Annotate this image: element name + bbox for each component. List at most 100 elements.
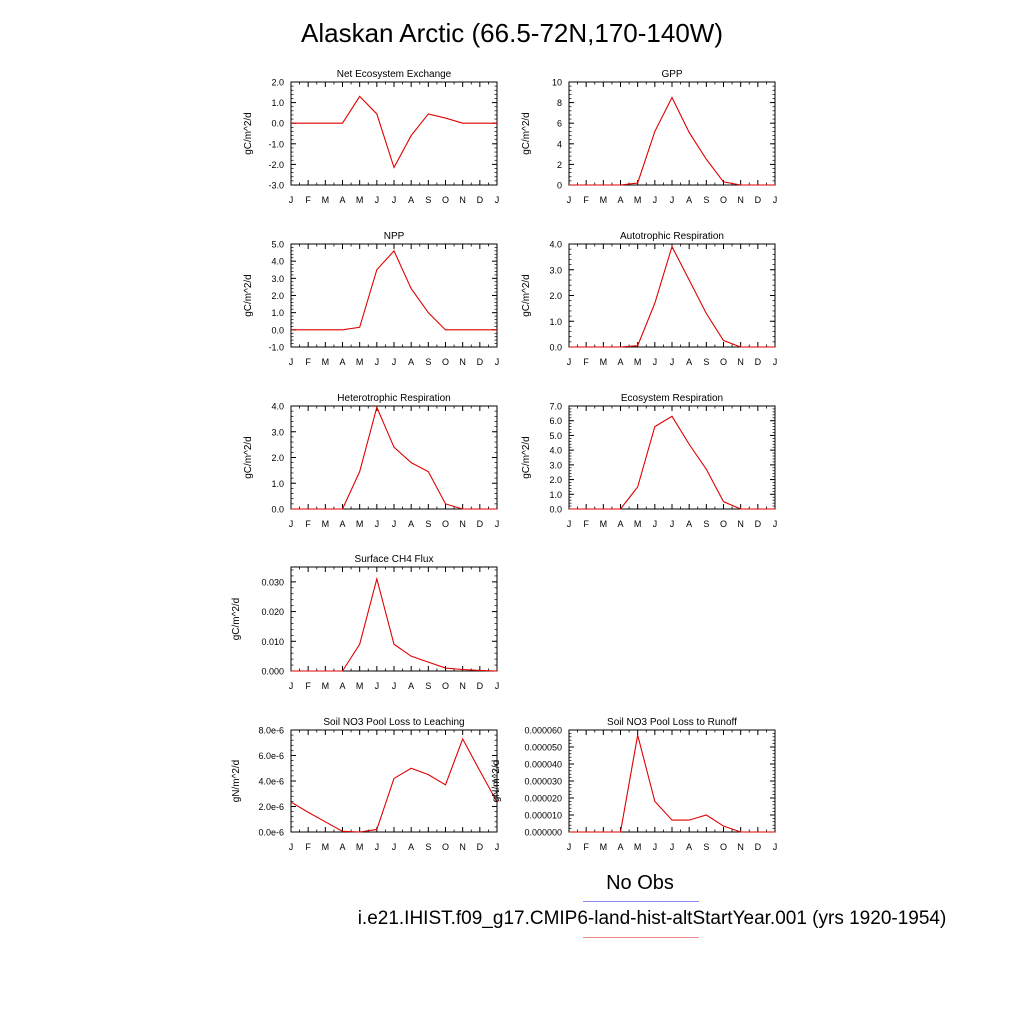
x-tick-label: F: [305, 681, 311, 691]
x-tick-label: J: [773, 357, 778, 367]
legend-obs-line: [583, 901, 699, 902]
x-tick-label: S: [703, 842, 709, 852]
y-tick-label: 0.0: [271, 119, 284, 129]
x-tick-label: N: [737, 195, 744, 205]
x-tick-label: J: [375, 519, 380, 529]
x-tick-label: D: [477, 195, 484, 205]
y-tick-label: 8: [557, 98, 562, 108]
x-tick-label: J: [392, 681, 397, 691]
panel-title: Heterotrophic Respiration: [337, 393, 450, 404]
y-axis-label: gC/m^2/d: [521, 112, 532, 155]
x-tick-label: J: [653, 357, 658, 367]
x-tick-label: O: [442, 357, 449, 367]
x-tick-label: M: [600, 357, 608, 367]
y-tick-label: 0.000050: [524, 743, 562, 753]
y-tick-label: -1.0: [268, 139, 284, 149]
series-line: [569, 245, 775, 348]
x-tick-label: A: [339, 357, 345, 367]
y-tick-label: 5.0: [271, 240, 284, 250]
x-tick-label: A: [686, 357, 692, 367]
x-tick-label: D: [755, 195, 762, 205]
y-tick-label: 4.0: [271, 257, 284, 267]
y-tick-label: 0.000040: [524, 760, 562, 770]
y-tick-label: 4.0: [271, 402, 284, 412]
panel-title: Autotrophic Respiration: [620, 231, 724, 242]
y-tick-label: 4.0: [549, 240, 562, 250]
y-tick-label: 6.0e-6: [258, 751, 284, 761]
x-tick-label: S: [703, 195, 709, 205]
x-tick-label: A: [408, 842, 414, 852]
panel-title: Net Ecosystem Exchange: [337, 69, 452, 80]
y-tick-label: -3.0: [268, 181, 284, 191]
panel-title: GPP: [661, 69, 682, 80]
x-tick-label: N: [459, 681, 466, 691]
x-tick-label: A: [686, 519, 692, 529]
y-tick-label: 0.000010: [524, 811, 562, 821]
x-tick-label: A: [617, 842, 623, 852]
x-tick-label: S: [425, 842, 431, 852]
y-tick-label: 8.0e-6: [258, 726, 284, 736]
plot-frame: [290, 405, 498, 510]
x-tick-label: O: [442, 681, 449, 691]
x-tick-label: J: [392, 357, 397, 367]
y-tick-label: 0: [557, 181, 562, 191]
y-tick-label: 1.0: [271, 479, 284, 489]
x-tick-label: M: [634, 195, 642, 205]
y-tick-label: 2.0: [549, 291, 562, 301]
x-tick-label: J: [670, 195, 675, 205]
x-tick-label: J: [375, 842, 380, 852]
x-tick-label: J: [773, 519, 778, 529]
x-tick-label: J: [567, 842, 572, 852]
y-axis-label: gC/m^2/d: [243, 436, 254, 479]
x-tick-label: A: [686, 842, 692, 852]
x-tick-label: M: [600, 195, 608, 205]
y-tick-label: 3.0: [271, 427, 284, 437]
panel-title: Surface CH4 Flux: [355, 554, 434, 565]
x-tick-label: S: [703, 357, 709, 367]
x-tick-label: A: [339, 842, 345, 852]
plot-frame: [568, 243, 776, 348]
x-tick-label: N: [459, 195, 466, 205]
y-tick-label: -2.0: [268, 160, 284, 170]
y-tick-label: 2.0: [271, 453, 284, 463]
x-tick-label: A: [408, 681, 414, 691]
x-tick-label: A: [339, 195, 345, 205]
y-tick-label: 0.000020: [524, 794, 562, 804]
x-tick-label: O: [442, 195, 449, 205]
x-tick-label: M: [322, 519, 330, 529]
y-tick-label: 0.000000: [524, 828, 562, 838]
panel-title: Ecosystem Respiration: [621, 393, 723, 404]
y-tick-label: 2.0: [271, 78, 284, 88]
x-tick-label: O: [720, 519, 727, 529]
y-axis-label: gC/m^2/d: [231, 598, 242, 641]
y-axis-label: gC/m^2/d: [243, 112, 254, 155]
x-tick-label: J: [495, 681, 500, 691]
y-tick-label: 3.0: [549, 265, 562, 275]
legend-obs-label: No Obs: [606, 872, 674, 894]
y-tick-label: 2: [557, 160, 562, 170]
x-tick-label: S: [425, 519, 431, 529]
x-tick-label: M: [322, 842, 330, 852]
y-tick-label: 0.020: [261, 607, 284, 617]
x-tick-label: F: [305, 195, 311, 205]
series-line: [569, 734, 775, 833]
legend-model-line: [583, 937, 699, 938]
x-tick-label: S: [425, 195, 431, 205]
x-tick-label: F: [305, 357, 311, 367]
x-tick-label: M: [356, 357, 364, 367]
x-tick-label: A: [339, 681, 345, 691]
x-tick-label: O: [720, 357, 727, 367]
x-tick-label: D: [755, 357, 762, 367]
x-tick-label: J: [495, 357, 500, 367]
x-tick-label: D: [477, 681, 484, 691]
x-tick-label: J: [289, 842, 294, 852]
x-tick-label: J: [375, 195, 380, 205]
legend-model-label: i.e21.IHIST.f09_g17.CMIP6-land-hist-altS…: [357, 908, 947, 929]
series-line: [291, 249, 497, 331]
x-tick-label: J: [567, 519, 572, 529]
x-tick-label: F: [583, 842, 589, 852]
x-tick-label: N: [737, 842, 744, 852]
